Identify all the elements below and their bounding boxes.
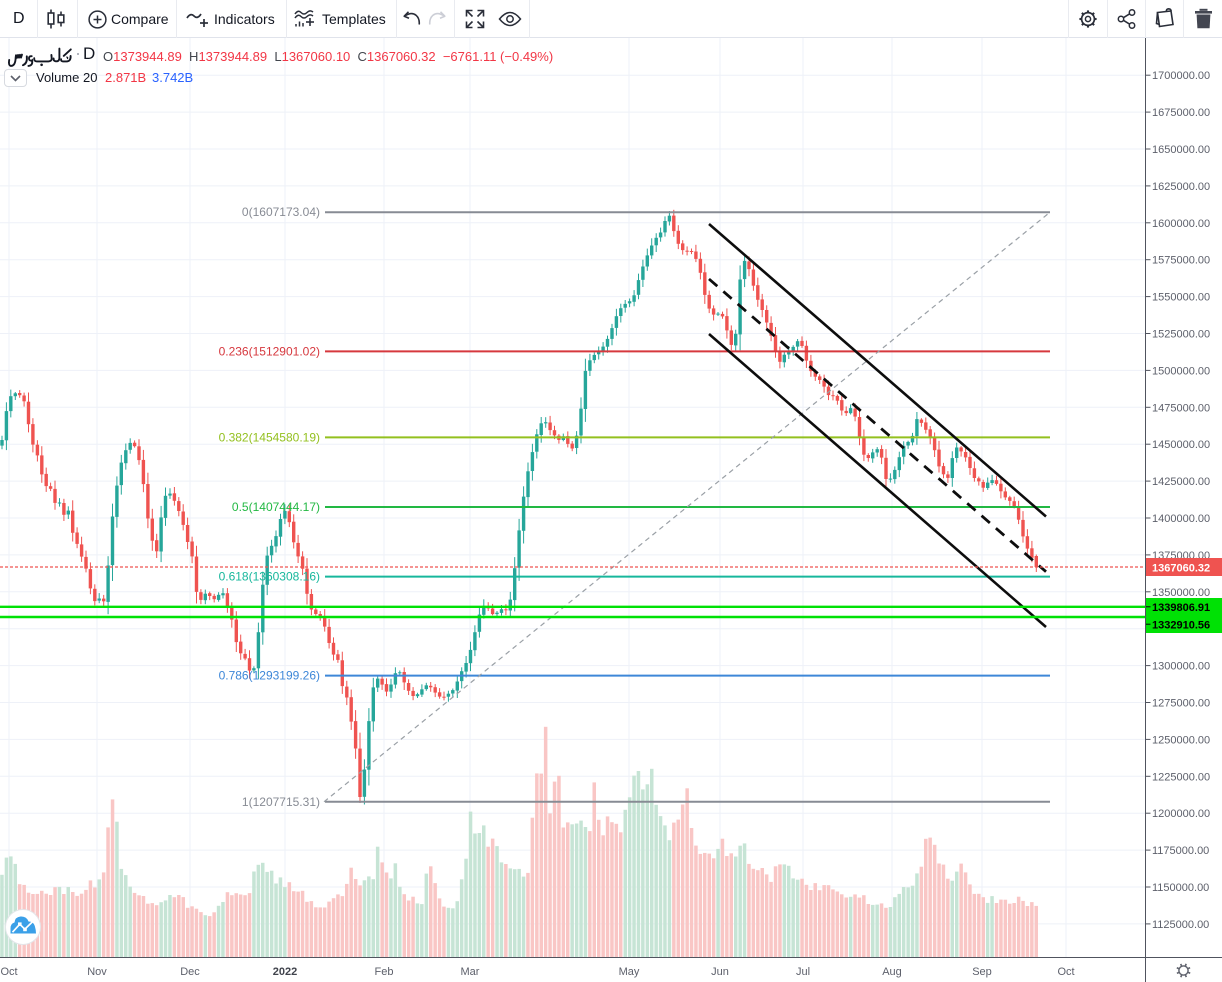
svg-text:1625000.00: 1625000.00	[1152, 181, 1210, 193]
svg-text:0.236(1512901.02): 0.236(1512901.02)	[219, 344, 320, 358]
svg-text:1525000.00: 1525000.00	[1152, 329, 1210, 341]
svg-text:1275000.00: 1275000.00	[1152, 698, 1210, 710]
svg-text:0.618(1360308.16): 0.618(1360308.16)	[219, 570, 320, 584]
svg-text:1332910.56: 1332910.56	[1152, 619, 1210, 631]
svg-text:1339806.91: 1339806.91	[1152, 602, 1210, 614]
svg-text:Mar: Mar	[461, 966, 480, 978]
svg-text:1675000.00: 1675000.00	[1152, 107, 1210, 119]
svg-text:1700000.00: 1700000.00	[1152, 70, 1210, 82]
svg-text:1600000.00: 1600000.00	[1152, 218, 1210, 230]
svg-text:1475000.00: 1475000.00	[1152, 402, 1210, 414]
svg-text:1175000.00: 1175000.00	[1152, 845, 1209, 857]
svg-text:1550000.00: 1550000.00	[1152, 292, 1210, 304]
svg-text:Nov: Nov	[87, 966, 107, 978]
svg-text:May: May	[619, 966, 640, 978]
svg-text:Dec: Dec	[180, 966, 200, 978]
svg-text:Jun: Jun	[711, 966, 729, 978]
svg-text:1450000.00: 1450000.00	[1152, 439, 1210, 451]
svg-text:1150000.00: 1150000.00	[1152, 882, 1209, 894]
svg-text:1400000.00: 1400000.00	[1152, 513, 1210, 525]
svg-text:1575000.00: 1575000.00	[1152, 255, 1210, 267]
svg-text:2022: 2022	[273, 966, 297, 978]
svg-text:1367060.32: 1367060.32	[1152, 562, 1210, 574]
svg-text:0.5(1407444.17): 0.5(1407444.17)	[232, 500, 320, 514]
svg-text:1300000.00: 1300000.00	[1152, 661, 1210, 673]
svg-text:Jul: Jul	[796, 966, 810, 978]
svg-text:1125000.00: 1125000.00	[1152, 919, 1209, 931]
svg-text:Oct: Oct	[1057, 966, 1074, 978]
svg-text:1200000.00: 1200000.00	[1152, 808, 1210, 820]
svg-text:Sep: Sep	[972, 966, 992, 978]
svg-text:1650000.00: 1650000.00	[1152, 144, 1210, 156]
svg-text:1(1207715.31): 1(1207715.31)	[242, 795, 320, 809]
svg-text:1425000.00: 1425000.00	[1152, 476, 1210, 488]
svg-text:0(1607173.04): 0(1607173.04)	[242, 205, 320, 219]
svg-text:1250000.00: 1250000.00	[1152, 734, 1210, 746]
svg-text:1225000.00: 1225000.00	[1152, 771, 1210, 783]
svg-text:0.786(1293199.26): 0.786(1293199.26)	[219, 669, 320, 683]
svg-text:1350000.00: 1350000.00	[1152, 587, 1210, 599]
svg-text:Feb: Feb	[375, 966, 394, 978]
svg-text:Aug: Aug	[882, 966, 902, 978]
svg-text:1500000.00: 1500000.00	[1152, 365, 1210, 377]
svg-text:Oct: Oct	[0, 966, 17, 978]
svg-text:0.382(1454580.19): 0.382(1454580.19)	[219, 430, 320, 444]
